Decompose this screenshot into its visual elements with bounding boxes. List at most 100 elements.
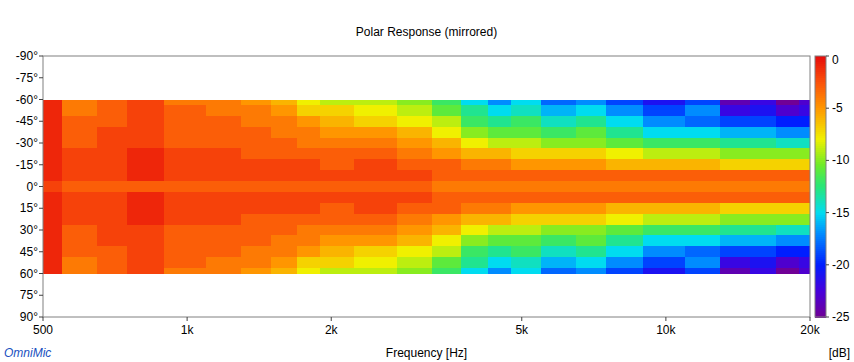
y-tick <box>39 273 43 274</box>
heat-cell <box>206 170 242 181</box>
heat-cell <box>541 268 577 274</box>
heat-cell <box>776 181 800 192</box>
heat-cell <box>606 192 644 203</box>
heat-cell <box>206 148 242 159</box>
x-tick <box>187 317 188 321</box>
heat-cell <box>799 127 810 138</box>
heat-cell <box>643 235 686 246</box>
heat-cell <box>206 225 242 236</box>
heat-cell <box>241 127 272 138</box>
heat-cell <box>271 257 298 268</box>
heat-cell <box>541 192 577 203</box>
heat-cell <box>164 181 207 192</box>
heat-cell <box>97 105 128 116</box>
heat-cell <box>127 127 165 138</box>
heat-cell <box>354 148 397 159</box>
heat-cell <box>164 214 207 225</box>
heat-cell <box>297 181 321 192</box>
heat-cell <box>541 116 577 127</box>
heat-cell <box>799 170 810 181</box>
x-tick-label: 10k <box>656 323 676 337</box>
heat-cell <box>164 225 207 236</box>
heat-cell <box>97 170 128 181</box>
heat-cell <box>750 159 777 170</box>
heat-cell <box>43 225 63 236</box>
heat-cell <box>541 159 577 170</box>
cells <box>43 100 810 275</box>
heat-cell <box>776 127 800 138</box>
colorbar-tick <box>826 212 829 213</box>
y-tick-label: 0° <box>27 180 39 194</box>
heat-cell <box>241 159 272 170</box>
heat-cell <box>241 116 272 127</box>
heat-cell <box>606 268 644 274</box>
heat-cell <box>776 246 800 257</box>
heat-cell <box>354 105 397 116</box>
heat-cell <box>43 138 63 149</box>
heat-cell <box>271 105 298 116</box>
heat-cell <box>97 225 128 236</box>
heat-cell <box>271 127 298 138</box>
heat-cell <box>750 105 777 116</box>
heat-cell <box>720 159 751 170</box>
heat-cell <box>606 105 644 116</box>
heat-cell <box>97 116 128 127</box>
heat-cell <box>720 225 751 236</box>
heat-cell <box>541 170 577 181</box>
heat-cell <box>488 246 512 257</box>
heat-cell <box>62 105 98 116</box>
heat-cell <box>206 268 242 274</box>
heat-cell <box>397 214 433 225</box>
heat-cell <box>206 203 242 214</box>
heat-cell <box>354 116 397 127</box>
heat-cell <box>97 192 128 203</box>
heat-cell <box>799 100 810 106</box>
heat-cell <box>432 192 463 203</box>
heat-cell <box>271 235 298 246</box>
y-tick <box>39 164 43 165</box>
heat-cell <box>776 235 800 246</box>
heat-cell <box>164 246 207 257</box>
heat-cell <box>541 138 577 149</box>
heat-cell <box>206 257 242 268</box>
y-tick-label: -75° <box>16 71 38 85</box>
heat-cell <box>488 257 512 268</box>
heat-cell <box>297 246 321 257</box>
heat-cell <box>43 159 63 170</box>
chart-svg: 5001k2k5k10k20k-90°-75°-60°-45°-30°-15°0… <box>0 0 854 362</box>
x-tick <box>521 317 522 321</box>
heat-cell <box>271 268 298 274</box>
heat-cell <box>685 214 721 225</box>
heat-cell <box>62 235 98 246</box>
heat-cell <box>206 181 242 192</box>
heat-cell <box>206 100 242 106</box>
x-tick-label: 1k <box>181 323 195 337</box>
heat-cell <box>241 214 272 225</box>
heat-cell <box>97 235 128 246</box>
heat-cell <box>643 116 686 127</box>
heat-cell <box>206 127 242 138</box>
heat-cell <box>750 235 777 246</box>
y-tick <box>39 251 43 252</box>
heat-cell <box>432 203 463 214</box>
heat-cell <box>271 116 298 127</box>
heat-cell <box>685 192 721 203</box>
heat-cell <box>606 116 644 127</box>
heat-cell <box>271 214 298 225</box>
colorbar-tick-label: -5 <box>832 101 843 115</box>
heat-cell <box>488 192 512 203</box>
heat-cell <box>776 105 800 116</box>
heat-cell <box>576 159 607 170</box>
heat-cell <box>297 100 321 106</box>
heat-cell <box>643 105 686 116</box>
heat-cell <box>43 235 63 246</box>
heat-cell <box>511 116 542 127</box>
heat-cell <box>127 148 165 159</box>
heat-cell <box>206 138 242 149</box>
heat-cell <box>354 235 397 246</box>
heat-cell <box>576 268 607 274</box>
heat-cell <box>320 181 355 192</box>
heat-cell <box>750 181 777 192</box>
x-tick-label: 5k <box>515 323 529 337</box>
heat-cell <box>576 116 607 127</box>
